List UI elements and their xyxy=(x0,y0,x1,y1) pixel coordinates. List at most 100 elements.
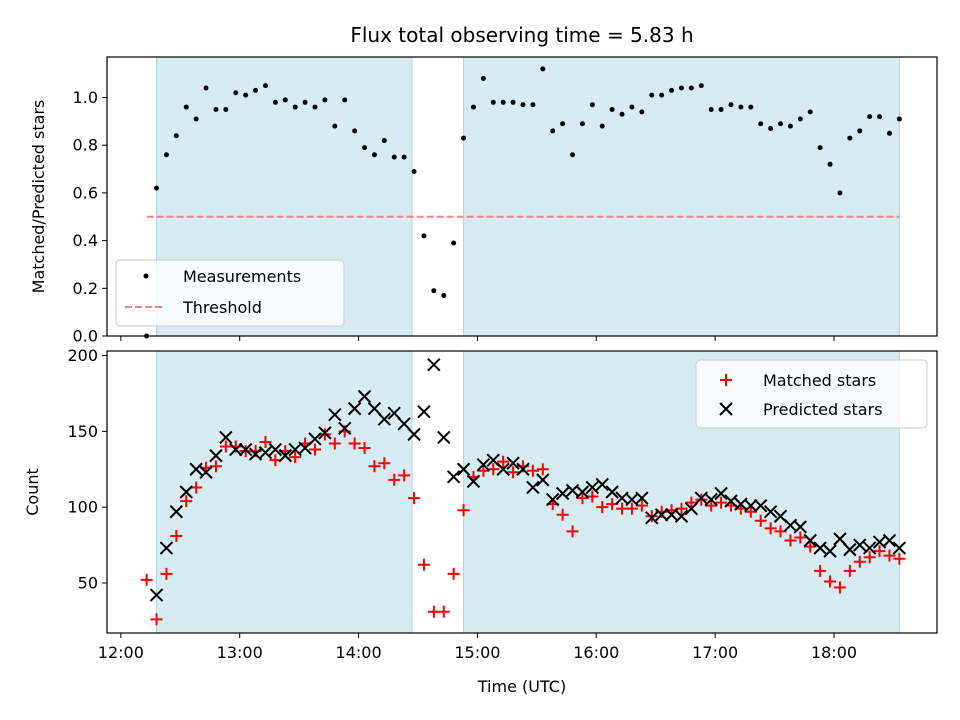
matched-stars-point xyxy=(437,605,450,618)
predicted-stars-point xyxy=(437,430,451,445)
measurement-point xyxy=(708,106,714,112)
measurement-point xyxy=(827,161,833,167)
ratio-y-tick-label: 0.2 xyxy=(73,279,98,298)
matched-stars-point xyxy=(764,522,777,535)
measurement-point xyxy=(896,116,902,122)
predicted-stars-point xyxy=(605,485,619,499)
predicted-stars-point xyxy=(219,430,233,445)
legend-threshold-label: Threshold xyxy=(182,298,262,317)
measurement-point xyxy=(391,154,397,160)
measurement-point xyxy=(441,292,447,298)
predicted-stars-point xyxy=(169,505,184,519)
measurement-point xyxy=(411,168,417,174)
measurement-point xyxy=(480,75,486,81)
ratio-panel: 0.0 0.2 0.4 0.6 0.8 1.0 Matched/Predicted sta… xyxy=(29,56,938,346)
predicted-stars-point xyxy=(793,520,808,534)
predicted-stars-point xyxy=(763,505,778,519)
matched-stars-point xyxy=(150,613,163,626)
predicted-stars-point xyxy=(575,485,590,499)
count-observing-span xyxy=(156,350,413,634)
ratio-y-axis-title: Matched/Predicted stars xyxy=(29,100,48,294)
predicted-stars-point xyxy=(466,474,481,489)
matched-stars-point xyxy=(378,457,391,470)
measurement-point xyxy=(847,135,853,141)
predicted-stars-point xyxy=(674,509,689,523)
measurement-point xyxy=(213,106,219,112)
predicted-stars-point xyxy=(753,498,768,513)
matched-stars-point xyxy=(358,442,371,455)
matched-stars-point xyxy=(160,567,173,580)
predicted-stars-point xyxy=(704,492,718,507)
measurement-point xyxy=(183,104,189,110)
measurement-point xyxy=(659,92,665,98)
measurement-point xyxy=(649,92,655,98)
measurement-point xyxy=(342,97,348,103)
measurement-point xyxy=(451,240,457,246)
legend-measurements-marker xyxy=(143,273,149,279)
predicted-stars-point xyxy=(229,442,243,457)
measurement-point xyxy=(599,123,605,129)
measurement-point xyxy=(243,92,249,98)
measurement-point xyxy=(718,106,724,112)
measurement-point xyxy=(332,123,338,129)
measurement-point xyxy=(857,128,863,134)
matched-stars-point xyxy=(705,499,718,512)
measurement-point xyxy=(253,87,259,93)
predicted-stars-point xyxy=(328,407,342,422)
predicted-stars-point xyxy=(545,492,560,507)
measurement-point xyxy=(589,102,595,108)
ratio-y-tick-label: 0.6 xyxy=(73,183,98,202)
predicted-stars-point xyxy=(209,448,223,463)
matched-stars-point xyxy=(447,567,460,580)
predicted-stars-point xyxy=(427,357,441,372)
ratio-y-tick-label: 0.0 xyxy=(73,327,98,346)
measurement-point xyxy=(490,99,496,105)
predicted-stars-point xyxy=(823,544,837,558)
matched-stars-point xyxy=(843,564,856,577)
measurement-point xyxy=(728,102,734,108)
measurement-point xyxy=(817,145,823,151)
predicted-stars-point xyxy=(843,542,857,557)
matched-stars-point xyxy=(536,463,549,476)
matched-stars-point xyxy=(457,504,470,517)
predicted-stars-point xyxy=(338,421,352,436)
measurement-point xyxy=(698,83,704,89)
measurement-point xyxy=(570,152,576,158)
predicted-stars-point xyxy=(862,541,877,555)
x-tick-label: 14:00 xyxy=(336,643,382,662)
predicted-stars-point xyxy=(585,480,600,495)
predicted-stars-point xyxy=(318,426,332,440)
x-axis-title: Time (UTC) xyxy=(477,677,566,696)
measurement-point xyxy=(787,123,793,129)
measurement-point xyxy=(461,135,467,141)
matched-stars-point xyxy=(833,581,846,594)
predicted-stars-point xyxy=(803,533,817,548)
legend-measurements-label: Measurements xyxy=(183,267,301,286)
matched-stars-point xyxy=(804,540,817,553)
count-legend: Matched stars Predicted stars xyxy=(695,359,928,429)
ratio-y-tick-label: 0.8 xyxy=(73,136,98,155)
chart-title: Flux total observing time = 5.83 h xyxy=(350,23,693,47)
measurement-point xyxy=(669,87,675,93)
matched-stars-point xyxy=(417,558,430,571)
predicted-stars-point xyxy=(407,427,421,442)
predicted-stars-point xyxy=(149,588,164,602)
predicted-stars-point xyxy=(278,448,292,463)
legend-matched-marker xyxy=(720,374,732,386)
predicted-stars-point xyxy=(387,406,401,420)
predicted-stars-point xyxy=(813,541,827,555)
predicted-stars-point xyxy=(536,473,550,487)
matched-stars-point xyxy=(507,466,520,479)
matched-stars-point xyxy=(576,492,589,505)
measurement-point xyxy=(322,97,328,103)
count-y-tick-label: 50 xyxy=(78,573,98,592)
predicted-stars-point xyxy=(238,442,253,457)
predicted-stars-point xyxy=(446,470,461,484)
predicted-stars-point xyxy=(724,494,738,508)
measurement-point xyxy=(163,152,169,158)
measurement-point xyxy=(173,133,179,139)
measurement-point xyxy=(371,152,377,158)
predicted-stars-point xyxy=(714,486,728,501)
predicted-stars-point xyxy=(516,462,530,476)
ratio-panel-frame xyxy=(106,56,938,337)
